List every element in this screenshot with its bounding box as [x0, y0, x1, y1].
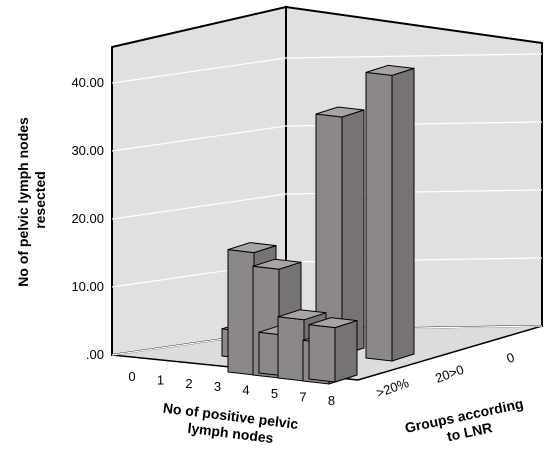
x-tick-label: 2 [185, 376, 192, 391]
x-tick-label: 8 [328, 393, 335, 408]
x-tick-label: 4 [242, 383, 249, 398]
z-tick-label: 0 [504, 349, 516, 366]
bar-front-face [308, 324, 336, 383]
gridline [111, 189, 543, 220]
y-tick-label: 10.00 [71, 279, 104, 294]
x-tick-label: 1 [157, 372, 164, 387]
x-tick-label: 5 [271, 386, 278, 401]
y-tick-label: 30.00 [71, 143, 104, 158]
bar [365, 64, 415, 362]
x-tick-label: 3 [214, 379, 221, 394]
bar-front-face [277, 316, 305, 382]
y-tick-label: 20.00 [71, 211, 104, 226]
bar-side-face [391, 67, 415, 362]
bars-group [221, 64, 415, 385]
y-axis-title: No of pelvic lymph nodes resected [15, 113, 48, 286]
bar-top-face [227, 242, 277, 254]
bar [308, 317, 358, 383]
z-axis-title: Groups according to LNR [403, 394, 532, 452]
z-tick-label: 20>0 [433, 362, 466, 386]
y-axis-ticks: .00 10.00 20.00 30.00 40.00 [71, 75, 104, 362]
bar-top-face [315, 106, 365, 118]
x-tick-label: 0 [128, 369, 135, 384]
x-axis-title: No of positive pelvic lymph nodes [160, 400, 303, 450]
bar-front-face [365, 71, 393, 362]
bar-front-face [227, 249, 255, 376]
bar-top-face [365, 64, 415, 76]
bar-top-face [277, 309, 327, 321]
y-tick-label: .00 [86, 347, 104, 362]
y-tick-label: 40.00 [71, 75, 104, 90]
bar-top-face [308, 317, 358, 329]
bar-top-face [252, 258, 302, 270]
z-tick-label: >20% [374, 375, 411, 401]
gridline [111, 53, 543, 84]
bar-side-face [341, 109, 365, 356]
gridline [111, 121, 543, 152]
bar-side-face [334, 319, 358, 383]
x-axis-ticks: 0 1 2 3 4 5 7 8 [128, 369, 335, 408]
x-tick-label: 7 [299, 389, 306, 404]
